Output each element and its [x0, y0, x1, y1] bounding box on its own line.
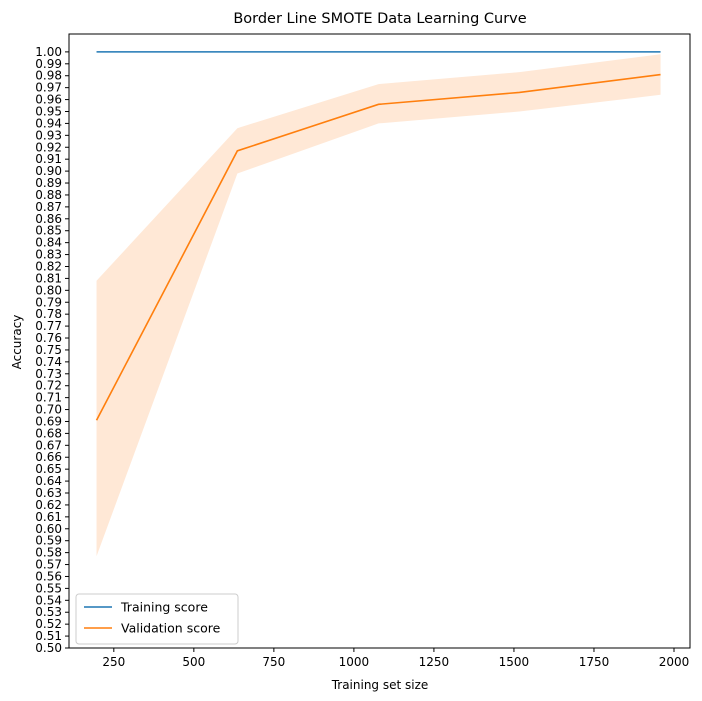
- x-tick-label: 750: [262, 655, 285, 669]
- y-axis: 0.500.510.520.530.540.550.560.570.580.59…: [35, 45, 69, 655]
- y-tick-label: 0.55: [35, 581, 62, 595]
- y-tick-label: 0.56: [35, 569, 62, 583]
- y-tick-label: 0.93: [35, 128, 62, 142]
- y-tick-label: 0.85: [35, 224, 62, 238]
- y-tick-label: 0.59: [35, 534, 62, 548]
- y-tick-label: 0.86: [35, 212, 62, 226]
- y-tick-label: 0.54: [35, 593, 62, 607]
- x-tick-label: 1250: [419, 655, 450, 669]
- x-tick-label: 1000: [339, 655, 370, 669]
- y-tick-label: 0.84: [35, 236, 62, 250]
- y-tick-label: 0.50: [35, 641, 62, 655]
- y-tick-label: 0.60: [35, 522, 62, 536]
- legend-box: [75, 593, 239, 645]
- x-tick-label: 2000: [659, 655, 690, 669]
- y-tick-label: 0.61: [35, 510, 62, 524]
- plot-frame: [68, 33, 691, 649]
- y-tick-label: 0.75: [35, 343, 62, 357]
- y-tick-label: 0.81: [35, 271, 62, 285]
- y-tick-label: 0.74: [35, 355, 62, 369]
- y-tick-label: 1.00: [35, 45, 62, 59]
- legend-entry: Validation score: [121, 621, 221, 636]
- y-tick-label: 0.76: [35, 331, 62, 345]
- y-tick-label: 0.98: [35, 69, 62, 83]
- y-tick-label: 0.88: [35, 188, 62, 202]
- x-tick-label: 1500: [499, 655, 530, 669]
- y-tick-label: 0.51: [35, 629, 62, 643]
- y-tick-label: 0.79: [35, 295, 62, 309]
- chart-title: Border Line SMOTE Data Learning Curve: [233, 11, 526, 27]
- legend-entry: Training score: [120, 600, 208, 615]
- y-tick-label: 0.77: [35, 319, 62, 333]
- y-tick-label: 0.80: [35, 283, 62, 297]
- y-tick-label: 0.96: [35, 93, 62, 107]
- validation-score-line: [95, 73, 661, 421]
- y-tick-label: 0.94: [35, 116, 62, 130]
- y-tick-label: 0.62: [35, 498, 62, 512]
- y-tick-label: 0.99: [35, 57, 62, 71]
- y-tick-label: 0.67: [35, 438, 62, 452]
- y-tick-label: 0.53: [35, 605, 62, 619]
- y-tick-label: 0.64: [35, 474, 62, 488]
- y-tick-label: 0.87: [35, 200, 62, 214]
- y-tick-label: 0.97: [35, 81, 62, 95]
- y-tick-label: 0.95: [35, 104, 62, 118]
- y-tick-label: 0.92: [35, 140, 62, 154]
- y-tick-label: 0.52: [35, 617, 62, 631]
- plot-area: [68, 33, 691, 649]
- y-tick-label: 0.73: [35, 367, 62, 381]
- y-tick-label: 0.57: [35, 558, 62, 572]
- x-axis-label: Training set size: [331, 678, 429, 692]
- y-tick-label: 0.68: [35, 426, 62, 440]
- y-tick-label: 0.65: [35, 462, 62, 476]
- y-tick-label: 0.78: [35, 307, 62, 321]
- y-tick-label: 0.63: [35, 486, 62, 500]
- x-tick-label: 500: [182, 655, 205, 669]
- x-tick-label: 1750: [579, 655, 610, 669]
- y-tick-label: 0.91: [35, 152, 62, 166]
- y-tick-label: 0.83: [35, 248, 62, 262]
- y-tick-label: 0.66: [35, 450, 62, 464]
- y-tick-label: 0.70: [35, 403, 62, 417]
- x-tick-label: 250: [102, 655, 125, 669]
- y-tick-label: 0.71: [35, 391, 62, 405]
- y-tick-label: 0.82: [35, 259, 62, 273]
- y-tick-label: 0.89: [35, 176, 62, 190]
- y-tick-label: 0.90: [35, 164, 62, 178]
- y-axis-label: Accuracy: [10, 315, 24, 370]
- x-axis: 250 500 750 1000 1250 1500 1750 2000: [102, 648, 689, 669]
- y-tick-label: 0.72: [35, 379, 62, 393]
- legend: Training score Validation score: [75, 593, 239, 645]
- y-tick-label: 0.69: [35, 414, 62, 428]
- y-tick-label: 0.58: [35, 546, 62, 560]
